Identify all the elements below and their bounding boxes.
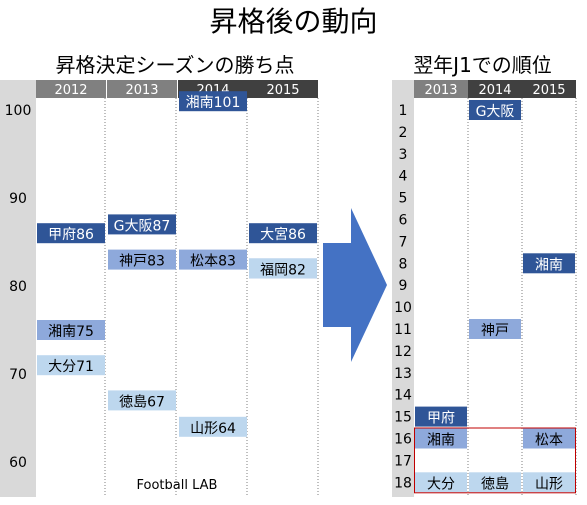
rank-label: 神戸 [481, 323, 509, 339]
rank-bar [415, 406, 467, 427]
rank-tick-label: 4 [399, 169, 408, 185]
y-axis-band [0, 80, 36, 497]
rank-tick-label: 3 [399, 147, 408, 163]
left-chart-title: 昇格決定シーズンの勝ち点 [55, 53, 295, 77]
points-chart: 2012 2013 2014 201510090807060甲府86湘南75大分71G… [0, 80, 319, 497]
rank-bar [523, 428, 575, 449]
rank-bar [469, 319, 521, 339]
points-bar [108, 214, 176, 235]
points-bar [179, 416, 247, 437]
column-header-label: 2014 [478, 83, 511, 98]
points-bar [179, 249, 247, 270]
points-label: 甲府86 [48, 227, 94, 243]
points-bar [37, 320, 105, 340]
column-header-label: 2015 [532, 83, 565, 98]
points-label: 大宮86 [260, 227, 306, 243]
points-bar [249, 258, 317, 279]
page-title: 昇格後の動向 [209, 5, 378, 38]
rank-tick-label: 12 [394, 344, 412, 360]
rank-tick-label: 11 [394, 322, 412, 338]
rank-bar [523, 253, 575, 274]
rank-tick-label: 13 [394, 366, 412, 382]
rank-tick-label: 8 [399, 256, 408, 272]
rank-tick-label: 17 [394, 453, 412, 469]
rank-label: 山形 [535, 476, 563, 492]
points-label: 徳島67 [119, 394, 165, 410]
points-label: 湘南75 [48, 324, 94, 340]
rank-chart: 2013 2014 2015123456789101112131415161718甲… [392, 80, 577, 497]
rank-bar [469, 100, 521, 120]
points-label: 福岡82 [260, 262, 306, 278]
rank-bar [523, 472, 575, 493]
points-label: 大分71 [48, 359, 94, 375]
rank-tick-label: 15 [394, 410, 412, 426]
rank-axis-band [392, 80, 414, 497]
column-header-label: 2013 [125, 83, 158, 98]
rank-tick-label: 2 [399, 125, 408, 141]
column-header [522, 80, 576, 98]
rank-bar [469, 472, 521, 493]
column-header [107, 80, 177, 98]
column-header-label: 2013 [424, 83, 457, 98]
rank-bar [415, 428, 467, 449]
rank-tick-label: 14 [394, 388, 412, 404]
column-header-label: 2012 [54, 83, 87, 98]
points-bar [108, 390, 176, 411]
y-tick-label: 100 [5, 103, 32, 119]
rank-label: 徳島 [481, 476, 509, 492]
points-label: 松本83 [190, 254, 236, 270]
credit-text: Football LAB [137, 478, 218, 493]
rank-label: 大分 [427, 476, 455, 492]
rank-label: 松本 [535, 433, 563, 449]
points-bar [249, 223, 317, 244]
highlight-box [414, 427, 576, 494]
y-tick-label: 90 [9, 191, 27, 207]
rank-bar [415, 472, 467, 493]
rank-label: 湘南 [535, 257, 563, 273]
points-bar [179, 91, 247, 112]
rank-tick-label: 18 [394, 475, 412, 491]
rank-tick-label: 16 [394, 432, 412, 448]
rank-label: 湘南 [427, 433, 455, 449]
rank-tick-label: 6 [399, 213, 408, 229]
rank-tick-label: 1 [399, 103, 408, 119]
points-bar [108, 249, 176, 270]
rank-tick-label: 5 [399, 191, 408, 207]
rank-tick-label: 10 [394, 300, 412, 316]
column-header [36, 80, 106, 98]
rank-label: G大阪 [476, 104, 515, 120]
points-label: 湘南101 [186, 95, 241, 111]
rank-tick-label: 9 [399, 278, 408, 294]
column-header [248, 80, 318, 98]
points-bar [37, 223, 105, 244]
right-arrow-icon [323, 208, 387, 362]
y-tick-label: 70 [9, 367, 27, 383]
column-header-label: 2015 [266, 83, 299, 98]
rank-tick-label: 7 [399, 234, 408, 250]
rank-label: 甲府 [427, 411, 455, 427]
points-label: 山形64 [190, 421, 236, 437]
points-bar [37, 355, 105, 376]
y-tick-label: 80 [9, 279, 27, 295]
column-header [414, 80, 468, 98]
arrow-layer [323, 208, 387, 362]
points-label: G大阪87 [114, 218, 171, 234]
points-label: 神戸83 [119, 254, 165, 270]
y-tick-label: 60 [9, 455, 27, 471]
column-header [468, 80, 522, 98]
right-chart-title: 翌年J1での順位 [413, 53, 552, 77]
